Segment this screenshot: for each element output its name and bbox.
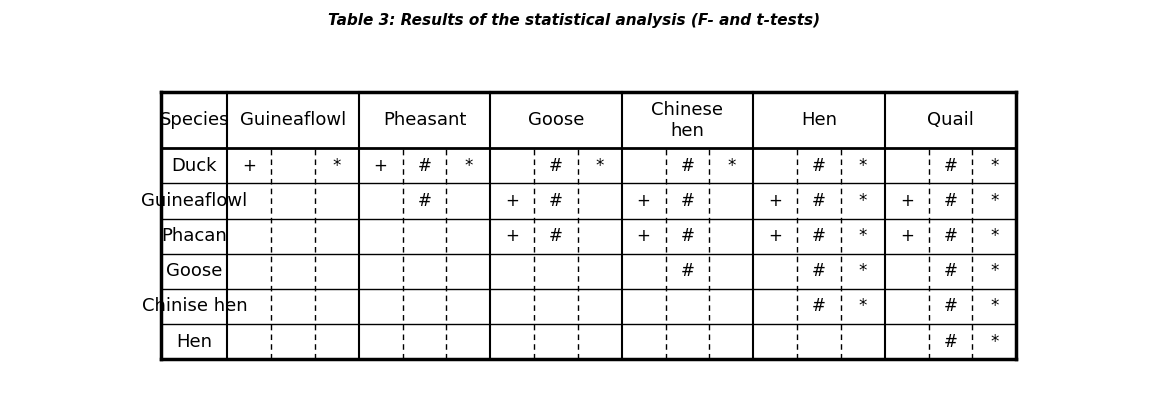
Text: *: * xyxy=(990,298,998,316)
Text: Pheasant: Pheasant xyxy=(383,111,466,129)
Text: #: # xyxy=(943,192,957,210)
Text: #: # xyxy=(680,227,694,245)
Text: Hen: Hen xyxy=(801,111,836,129)
Text: Quail: Quail xyxy=(927,111,974,129)
Text: *: * xyxy=(858,157,867,175)
Text: Guineaflowl: Guineaflowl xyxy=(141,192,247,210)
Text: *: * xyxy=(990,192,998,210)
Text: #: # xyxy=(812,262,826,280)
Text: Chinese
hen: Chinese hen xyxy=(651,101,724,140)
Text: #: # xyxy=(417,192,431,210)
Text: *: * xyxy=(727,157,735,175)
Text: *: * xyxy=(990,262,998,280)
Text: +: + xyxy=(637,192,650,210)
Text: +: + xyxy=(769,192,782,210)
Text: #: # xyxy=(943,227,957,245)
Text: #: # xyxy=(680,262,694,280)
Text: +: + xyxy=(900,227,913,245)
Text: #: # xyxy=(417,157,431,175)
Text: #: # xyxy=(943,157,957,175)
Text: *: * xyxy=(332,157,341,175)
Text: +: + xyxy=(373,157,387,175)
Text: *: * xyxy=(858,262,867,280)
Text: #: # xyxy=(680,192,694,210)
Text: #: # xyxy=(549,157,563,175)
Text: +: + xyxy=(506,192,519,210)
Text: #: # xyxy=(812,227,826,245)
Text: Goose: Goose xyxy=(167,262,223,280)
Text: *: * xyxy=(858,227,867,245)
Text: +: + xyxy=(900,192,913,210)
Text: Chinise hen: Chinise hen xyxy=(141,298,247,316)
Text: *: * xyxy=(464,157,472,175)
Text: #: # xyxy=(812,298,826,316)
Text: #: # xyxy=(812,157,826,175)
Text: +: + xyxy=(506,227,519,245)
Text: #: # xyxy=(943,262,957,280)
Text: *: * xyxy=(990,157,998,175)
Text: #: # xyxy=(812,192,826,210)
Text: Species: Species xyxy=(160,111,229,129)
Text: Phacan: Phacan xyxy=(162,227,228,245)
Text: *: * xyxy=(595,157,604,175)
Text: +: + xyxy=(242,157,256,175)
Text: #: # xyxy=(680,157,694,175)
Text: +: + xyxy=(637,227,650,245)
Text: Goose: Goose xyxy=(527,111,584,129)
Text: *: * xyxy=(858,192,867,210)
Text: Guineaflowl: Guineaflowl xyxy=(240,111,346,129)
Text: #: # xyxy=(549,192,563,210)
Text: Duck: Duck xyxy=(171,157,217,175)
Text: #: # xyxy=(943,333,957,351)
Text: #: # xyxy=(549,227,563,245)
Text: #: # xyxy=(943,298,957,316)
Text: *: * xyxy=(858,298,867,316)
Text: Hen: Hen xyxy=(176,333,213,351)
Text: *: * xyxy=(990,227,998,245)
Text: +: + xyxy=(769,227,782,245)
Text: Table 3: Results of the statistical analysis (F- and t-tests): Table 3: Results of the statistical anal… xyxy=(329,13,820,28)
Text: *: * xyxy=(990,333,998,351)
